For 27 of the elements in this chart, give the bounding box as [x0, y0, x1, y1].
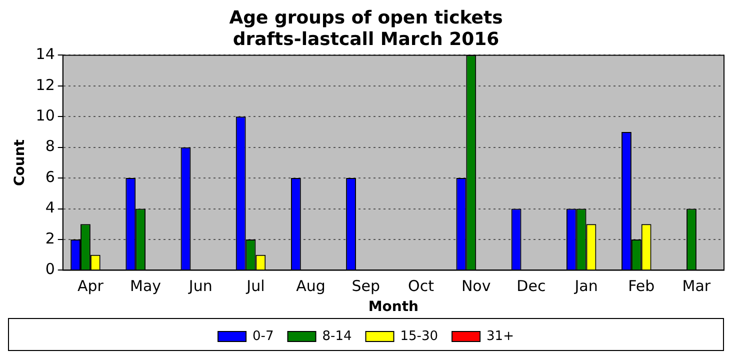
legend-label: 8-14 — [322, 328, 352, 344]
x-tick-label: Feb — [628, 277, 655, 296]
y-tick-label: 6 — [45, 168, 55, 186]
x-tick-label: Dec — [516, 277, 546, 296]
y-tick-label: 0 — [45, 260, 55, 278]
x-tick-label: Aug — [296, 277, 326, 296]
legend-label: 0-7 — [252, 328, 274, 344]
x-tick-label: Sep — [352, 277, 380, 296]
x-tick-label: Nov — [461, 277, 491, 296]
legend-label: 31+ — [486, 328, 514, 344]
x-tick-label: Mar — [682, 277, 712, 296]
x-tick-label: May — [130, 277, 162, 296]
y-tick-label: 10 — [36, 106, 55, 125]
y-tick-label: 14 — [36, 45, 55, 64]
y-tick-label: 4 — [45, 198, 55, 217]
x-tick-label: Apr — [77, 277, 104, 296]
y-tick-label: 2 — [45, 229, 55, 248]
x-axis-title: Month — [368, 299, 419, 316]
y-tick-label: 12 — [36, 76, 55, 94]
x-tick-label: Jul — [246, 277, 265, 296]
y-axis-title: Count — [12, 139, 28, 186]
x-tick-label: Jan — [574, 277, 598, 296]
legend-label: 15-30 — [400, 328, 438, 344]
x-tick-label: Oct — [408, 277, 434, 296]
chart-title: Age groups of open tickets drafts-lastcall March 2016 — [229, 7, 503, 50]
x-tick-label: Jun — [188, 277, 212, 296]
y-tick-label: 8 — [45, 137, 55, 156]
